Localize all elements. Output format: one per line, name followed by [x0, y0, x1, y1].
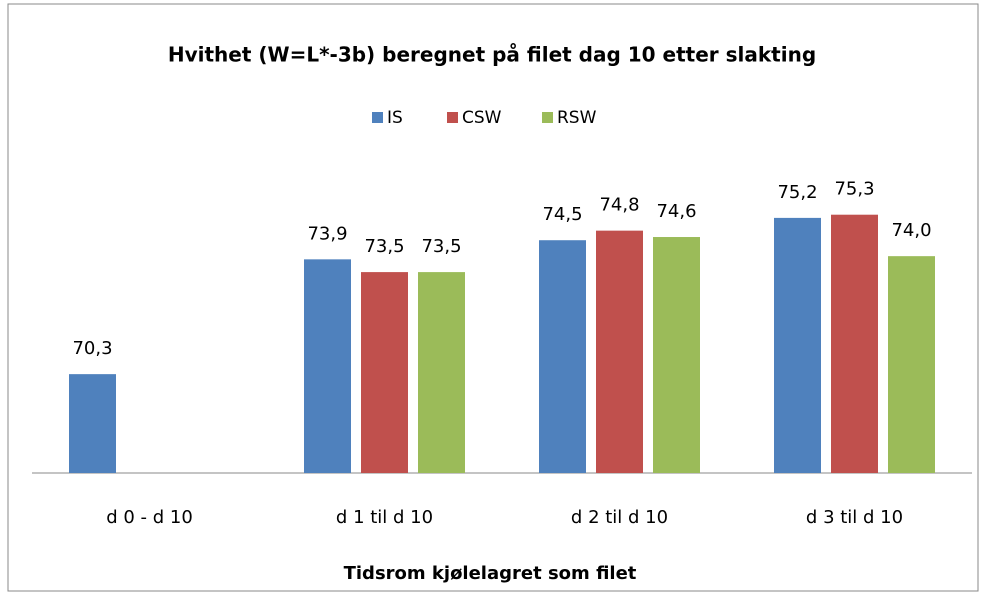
data-label: 75,3 [834, 179, 874, 200]
x-tick-label: d 1 til d 10 [336, 507, 433, 528]
legend-label: CSW [462, 108, 502, 128]
legend-label: IS [387, 108, 403, 128]
data-label: 74,6 [656, 201, 696, 222]
x-tick-label: d 0 - d 10 [106, 507, 193, 528]
x-tick-label: d 2 til d 10 [571, 507, 668, 528]
legend-label: RSW [557, 108, 597, 128]
bar [539, 240, 586, 473]
bar [418, 272, 465, 473]
chart-title: Hvithet (W=L*-3b) beregnet på filet dag … [168, 43, 816, 67]
legend-swatch [542, 112, 553, 123]
data-label: 74,8 [599, 195, 639, 216]
legend-swatch [372, 112, 383, 123]
bar [774, 217, 821, 473]
x-axis-title: Tidsrom kjølelagret som filet [344, 563, 637, 584]
data-label: 73,9 [307, 223, 347, 244]
data-label: 74,0 [891, 220, 931, 241]
data-label: 74,5 [542, 204, 582, 225]
bar [304, 259, 351, 473]
bar [653, 237, 700, 473]
legend-swatch [447, 112, 458, 123]
bar [831, 214, 878, 473]
data-label: 73,5 [364, 236, 404, 257]
bar [361, 272, 408, 473]
data-label: 73,5 [421, 236, 461, 257]
x-tick-label: d 3 til d 10 [806, 507, 903, 528]
data-label: 75,2 [777, 182, 817, 203]
data-label: 70,3 [72, 338, 112, 359]
bar [69, 374, 116, 473]
bar [596, 230, 643, 473]
bar [888, 256, 935, 473]
